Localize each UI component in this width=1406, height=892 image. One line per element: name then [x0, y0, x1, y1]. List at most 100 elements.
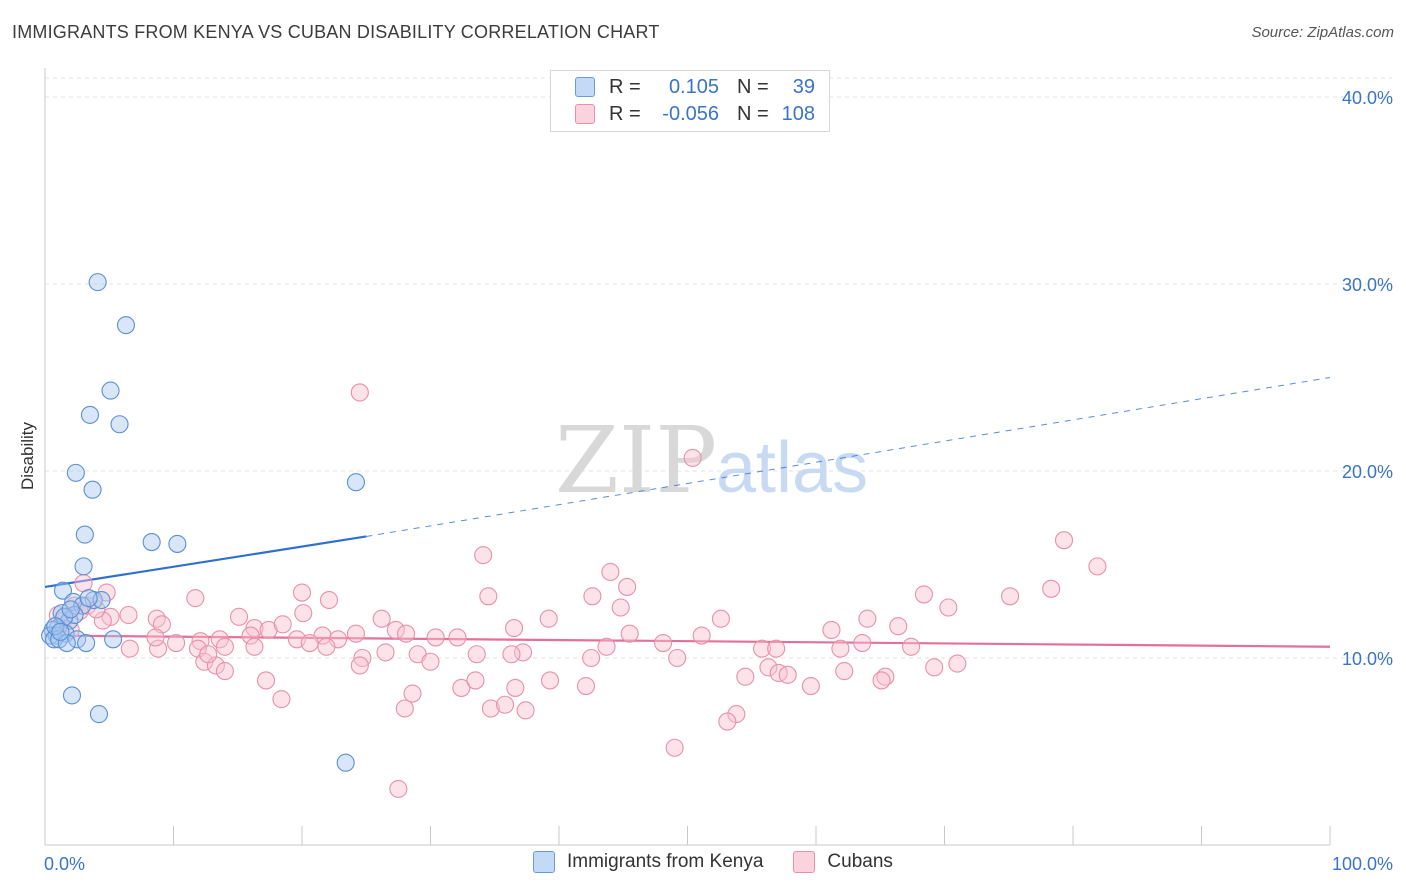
- data-point: [74, 557, 93, 576]
- data-point: [858, 609, 877, 628]
- data-point: [516, 701, 535, 720]
- data-point: [403, 684, 422, 703]
- y-tick-label: 20.0%: [1342, 462, 1393, 482]
- legend-n-value: 108: [781, 102, 815, 125]
- data-point: [618, 577, 637, 596]
- watermark-zip: ZIP: [555, 407, 717, 514]
- data-point: [229, 607, 249, 626]
- data-point: [346, 473, 366, 492]
- data-point: [300, 633, 319, 653]
- legend-swatch-cubans: [575, 104, 595, 124]
- data-point: [386, 620, 405, 640]
- data-point: [245, 637, 264, 656]
- legend-r-label: R =: [609, 102, 641, 125]
- y-tick-labels: 10.0% 20.0% 30.0% 40.0%: [1342, 88, 1393, 669]
- data-point: [353, 648, 372, 668]
- y-axis-label: Disability: [18, 421, 37, 490]
- data-point: [582, 648, 601, 668]
- data-point: [872, 671, 891, 690]
- legend-r-label: R =: [609, 75, 641, 98]
- data-point: [583, 587, 602, 606]
- data-point: [149, 639, 168, 658]
- data-point: [474, 546, 493, 565]
- data-point: [597, 637, 616, 656]
- data-point: [576, 676, 596, 696]
- data-point: [215, 662, 234, 681]
- data-point: [692, 626, 711, 645]
- y-tick-label: 40.0%: [1342, 88, 1393, 108]
- legend-item-cubans[interactable]: Cubans: [793, 851, 893, 873]
- data-point: [822, 620, 841, 640]
- data-point: [75, 525, 94, 544]
- y-tick-label: 30.0%: [1342, 275, 1393, 295]
- data-point: [119, 605, 138, 625]
- data-point: [53, 581, 73, 600]
- legend-label-kenya: Immigrants from Kenya: [567, 851, 764, 872]
- legend-swatch-cubans: [793, 851, 816, 873]
- data-point: [147, 609, 166, 628]
- data-point: [683, 448, 702, 467]
- legend-n-label: N =: [737, 75, 769, 98]
- watermark: ZIP atlas: [555, 407, 868, 514]
- data-point: [539, 609, 558, 628]
- data-point: [654, 633, 673, 653]
- data-point: [294, 604, 313, 623]
- data-point: [481, 699, 500, 718]
- data-point: [46, 617, 65, 636]
- data-point: [914, 585, 933, 604]
- data-point: [350, 383, 369, 402]
- data-point: [421, 652, 440, 671]
- data-point: [452, 678, 471, 697]
- data-point: [611, 598, 630, 617]
- trend-line-kenya: [44, 535, 367, 589]
- data-point: [711, 609, 730, 628]
- legend-swatch-kenya: [533, 851, 555, 873]
- data-point: [1000, 587, 1020, 606]
- data-point: [116, 316, 136, 335]
- data-point: [389, 779, 408, 798]
- data-point: [759, 658, 778, 677]
- data-point: [77, 633, 96, 653]
- data-point: [831, 639, 850, 658]
- data-point: [79, 589, 98, 608]
- axes: [44, 68, 1331, 846]
- x-tick-label: 100.0%: [1332, 854, 1393, 874]
- data-point: [88, 273, 107, 292]
- x-tick-labels: 0.0% 100.0%: [44, 854, 1393, 874]
- data-point: [146, 628, 165, 647]
- data-point: [752, 639, 772, 658]
- watermark-atlas: atlas: [716, 428, 868, 508]
- data-point: [601, 562, 620, 582]
- data-point: [495, 695, 515, 714]
- data-point: [769, 663, 788, 683]
- data-point: [504, 619, 524, 638]
- data-point: [292, 583, 312, 602]
- data-point: [167, 633, 186, 653]
- legend-n-value: 39: [792, 75, 815, 98]
- data-point: [668, 648, 687, 668]
- data-point: [727, 705, 746, 724]
- data-point: [736, 667, 755, 686]
- data-point: [350, 656, 369, 675]
- data-point: [272, 690, 291, 709]
- data-point: [902, 637, 921, 656]
- legend: R = 0.105 N = 39 R = -0.056 N = 108: [550, 70, 830, 132]
- data-point: [104, 630, 123, 649]
- trend-line-cubans: [44, 634, 1331, 648]
- legend-n-label: N =: [737, 102, 769, 125]
- data-point: [835, 662, 854, 681]
- data-point: [152, 615, 171, 634]
- data-point: [778, 665, 797, 684]
- data-point: [1042, 579, 1061, 598]
- data-point: [241, 626, 260, 645]
- legend-item-kenya[interactable]: Immigrants from Kenya: [533, 851, 763, 873]
- data-point: [336, 753, 355, 772]
- data-point: [51, 622, 70, 641]
- gridlines: [45, 77, 1392, 659]
- data-points: [41, 273, 1107, 798]
- data-point: [110, 415, 129, 434]
- data-point: [372, 609, 391, 628]
- source-label: Source: ZipAtlas.com: [1251, 24, 1394, 41]
- data-point: [889, 617, 908, 636]
